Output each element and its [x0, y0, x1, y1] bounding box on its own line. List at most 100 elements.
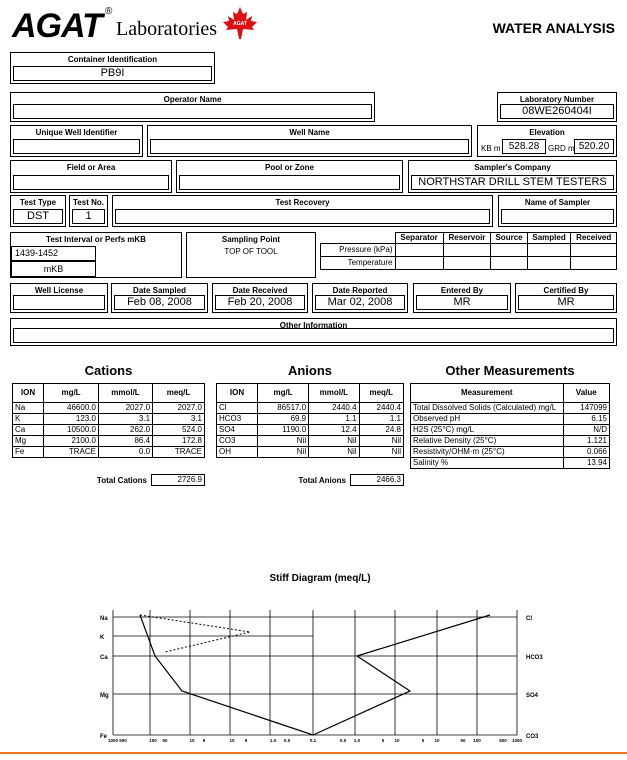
- cell: H2S (25°C) mg/L: [410, 424, 564, 436]
- cell: Nil: [358, 435, 405, 447]
- col-header: mg/L: [43, 383, 99, 403]
- cell: [490, 243, 528, 257]
- scale-label: 100: [473, 738, 481, 743]
- row: K 123.0 3.1 3.1: [11, 413, 205, 425]
- col-header: ION: [215, 383, 259, 403]
- field-label: Operator Name: [163, 95, 222, 104]
- scale-label: 10: [394, 738, 400, 743]
- scale-label: 5: [422, 738, 425, 743]
- cell: [526, 243, 572, 257]
- cell: 123.0: [43, 413, 99, 425]
- field-value: [13, 175, 169, 190]
- cell: K: [11, 413, 45, 425]
- stiff-k-line: [139, 614, 251, 653]
- leaf-shape: [223, 7, 257, 39]
- footer-rule: [0, 752, 627, 754]
- field-value: Feb 08, 2008: [114, 295, 205, 310]
- row-label: Cl: [526, 616, 532, 622]
- field-label: Field or Area: [66, 163, 116, 172]
- cell: 10500.0: [43, 424, 99, 436]
- row-label: Pressure (kPa): [320, 243, 396, 257]
- cell: 2440.4: [308, 402, 360, 414]
- scale-label: 1.0: [354, 738, 361, 743]
- cations-table: ION mg/L mmol/L meq/L Na 46600.0 2027.0 2027.0 K…: [11, 383, 205, 458]
- cell: Total Dissolved Solids (Calculated) mg/L: [410, 402, 564, 414]
- field-value: [150, 139, 469, 154]
- row-label: SO4: [526, 693, 539, 699]
- stiff-outline: [139, 614, 491, 736]
- cell: CO3: [215, 435, 259, 447]
- scale-label: 1000: [512, 738, 523, 743]
- row: CO3 Nil Nil Nil: [215, 435, 405, 447]
- total-label: Total Cations: [96, 476, 147, 485]
- cell: 3.1: [152, 413, 205, 425]
- field-label: Date Sampled: [133, 286, 186, 295]
- field-label: Other Information: [279, 321, 348, 330]
- field-box: Date Received Feb 20, 2008: [212, 283, 308, 313]
- leaf-text: AGAT: [233, 21, 247, 27]
- row-label: Temperature: [320, 256, 396, 270]
- row: Fe TRACE 0.0 TRACE: [11, 446, 205, 458]
- unit: GRD m: [548, 144, 575, 153]
- scale-label: 50: [162, 738, 168, 743]
- field-value: 08WE260404I: [500, 104, 614, 119]
- row: Ca 10500.0 262.0 524.0: [11, 424, 205, 436]
- registered: ®: [105, 6, 113, 17]
- field-value: MR: [518, 295, 614, 310]
- row: ION mg/L mmol/L meq/L: [215, 383, 405, 403]
- col-header: Separator: [394, 232, 444, 244]
- scale-label: 1000: [108, 738, 119, 743]
- cell: TRACE: [152, 446, 205, 458]
- anions-table: ION mg/L mmol/L meq/L Cl 86517.0 2440.4 2440.4 H…: [215, 383, 405, 458]
- cell: [442, 243, 492, 257]
- conditions-table: Separator Reservoir Source Sampled Received P…: [320, 232, 617, 270]
- cell: 3.1: [97, 413, 154, 425]
- cell: 2027.0: [97, 402, 154, 414]
- field-box: Date Sampled Feb 08, 2008: [111, 283, 208, 313]
- scale-label: 0.5: [340, 738, 347, 743]
- cell: 1.1: [358, 413, 405, 425]
- field-box: Sampling Point TOP OF TOOL: [186, 232, 316, 278]
- field-value: [501, 209, 614, 224]
- col-header: Source: [490, 232, 528, 244]
- field-box: Operator Name: [10, 92, 375, 122]
- row: H2S (25°C) mg/L N/D: [410, 424, 610, 436]
- field-value: TOP OF TOOL: [224, 247, 278, 256]
- cell: Nil: [308, 446, 360, 458]
- cell: [442, 256, 492, 270]
- field-value: 1439-1452: [11, 246, 96, 261]
- field-value: NORTHSTAR DRILL STEM TESTERS: [411, 175, 614, 190]
- field-label: Test Interval or Perfs mKB: [46, 235, 146, 244]
- field-box: Laboratory Number 08WE260404I: [497, 92, 617, 122]
- field-label: Sampling Point: [221, 235, 281, 244]
- scale-label: 5: [382, 738, 385, 743]
- cell: Salinity %: [410, 457, 564, 469]
- col-header: Measurement: [410, 383, 564, 403]
- field-value: [13, 295, 105, 310]
- doc-title: WATER ANALYSIS: [492, 20, 615, 36]
- cell: Nil: [358, 446, 405, 458]
- cell: 46600.0: [43, 402, 99, 414]
- field-label: Well Name: [289, 128, 330, 137]
- field-value: [13, 139, 140, 154]
- field-box: Unique Well Identifier: [10, 125, 143, 157]
- field-box: Certified By MR: [515, 283, 617, 313]
- field-label: Pool or Zone: [265, 163, 314, 172]
- field-box: Test Interval or Perfs mKB 1439-1452 mKB: [10, 232, 182, 278]
- field-value: [13, 104, 372, 119]
- section-title: Cations: [84, 363, 133, 378]
- field-value: 1: [72, 209, 105, 224]
- field-label: Test Recovery: [275, 198, 330, 207]
- cell: 13.94: [562, 457, 610, 469]
- cell: 1.121: [562, 435, 610, 447]
- field-label: Unique Well Identifier: [35, 128, 118, 137]
- field-label: Sampler's Company: [474, 163, 551, 172]
- field-box: Name of Sampler: [498, 195, 617, 227]
- col-header: meq/L: [152, 383, 205, 403]
- cell: Cl: [215, 402, 259, 414]
- field-value: [179, 175, 400, 190]
- col-header: mg/L: [257, 383, 310, 403]
- row: Total Dissolved Solids (Calculated) mg/L…: [410, 402, 610, 414]
- cell: [321, 233, 396, 244]
- stiff-diagram: Stiff Diagram (meq/L) Na K Ca Mg Fe Cl HCO3 SO4 C…: [100, 573, 543, 743]
